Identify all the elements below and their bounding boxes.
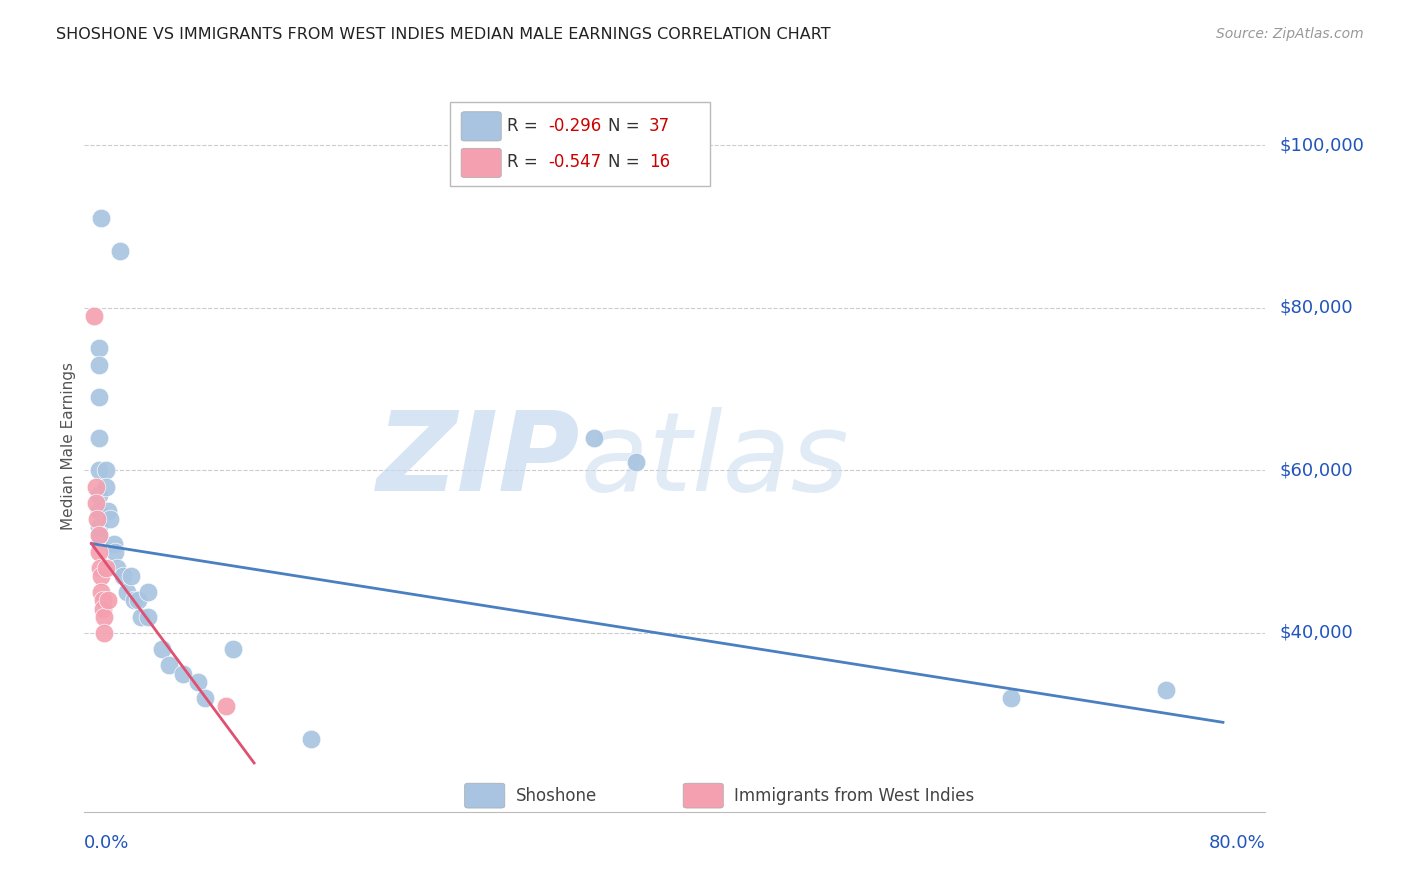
- Text: $60,000: $60,000: [1279, 461, 1353, 479]
- FancyBboxPatch shape: [464, 783, 505, 808]
- Text: $100,000: $100,000: [1279, 136, 1364, 154]
- Point: [150, 642, 173, 657]
- Point: [186, 674, 208, 689]
- Point: [84, 480, 107, 494]
- Text: Immigrants from West Indies: Immigrants from West Indies: [734, 787, 974, 805]
- Point: [90, 569, 112, 583]
- Point: [97, 593, 120, 607]
- Point: [83, 309, 105, 323]
- Text: SHOSHONE VS IMMIGRANTS FROM WEST INDIES MEDIAN MALE EARNINGS CORRELATION CHART: SHOSHONE VS IMMIGRANTS FROM WEST INDIES …: [56, 27, 831, 42]
- Text: R =: R =: [508, 153, 543, 171]
- Point: [222, 642, 245, 657]
- Point: [1156, 682, 1178, 697]
- Point: [87, 528, 110, 542]
- Point: [136, 585, 159, 599]
- Point: [108, 244, 131, 258]
- Point: [104, 544, 127, 558]
- Text: 0.0%: 0.0%: [84, 834, 129, 852]
- FancyBboxPatch shape: [461, 148, 502, 178]
- Point: [94, 561, 117, 575]
- Point: [91, 601, 114, 615]
- Text: ZIP: ZIP: [377, 407, 581, 514]
- Point: [111, 569, 134, 583]
- Point: [87, 528, 110, 542]
- Point: [129, 609, 152, 624]
- FancyBboxPatch shape: [450, 103, 710, 186]
- Point: [87, 390, 110, 404]
- Point: [87, 488, 110, 502]
- Text: 37: 37: [650, 117, 671, 135]
- Point: [87, 342, 110, 356]
- Point: [90, 585, 112, 599]
- Text: 80.0%: 80.0%: [1209, 834, 1265, 852]
- Point: [94, 480, 117, 494]
- Point: [172, 666, 194, 681]
- Point: [120, 569, 142, 583]
- Point: [215, 699, 238, 714]
- Text: -0.547: -0.547: [548, 153, 602, 171]
- FancyBboxPatch shape: [683, 783, 723, 808]
- Point: [86, 512, 108, 526]
- Point: [299, 731, 322, 746]
- Point: [87, 544, 110, 558]
- Point: [115, 585, 138, 599]
- Point: [84, 496, 107, 510]
- Point: [194, 690, 217, 705]
- Point: [97, 504, 120, 518]
- Text: N =: N =: [607, 117, 644, 135]
- Point: [87, 463, 110, 477]
- Point: [127, 593, 149, 607]
- Point: [93, 609, 115, 624]
- Text: R =: R =: [508, 117, 543, 135]
- Point: [87, 504, 110, 518]
- Point: [582, 431, 605, 445]
- Point: [93, 626, 115, 640]
- Point: [105, 561, 128, 575]
- Point: [87, 358, 110, 372]
- Text: Shoshone: Shoshone: [516, 787, 596, 805]
- Text: $40,000: $40,000: [1279, 624, 1353, 642]
- Text: atlas: atlas: [581, 407, 849, 514]
- Point: [1000, 690, 1022, 705]
- FancyBboxPatch shape: [461, 112, 502, 141]
- Point: [136, 609, 159, 624]
- Y-axis label: Median Male Earnings: Median Male Earnings: [60, 362, 76, 530]
- Text: Source: ZipAtlas.com: Source: ZipAtlas.com: [1216, 27, 1364, 41]
- Text: -0.296: -0.296: [548, 117, 602, 135]
- Point: [89, 561, 111, 575]
- Point: [87, 431, 110, 445]
- Point: [91, 593, 114, 607]
- Point: [624, 455, 647, 469]
- Point: [103, 536, 125, 550]
- Text: $80,000: $80,000: [1279, 299, 1353, 317]
- Text: N =: N =: [607, 153, 644, 171]
- Point: [90, 211, 112, 226]
- Point: [98, 512, 121, 526]
- Text: 16: 16: [650, 153, 671, 171]
- Point: [94, 463, 117, 477]
- Point: [157, 658, 180, 673]
- Point: [122, 593, 145, 607]
- Point: [87, 520, 110, 534]
